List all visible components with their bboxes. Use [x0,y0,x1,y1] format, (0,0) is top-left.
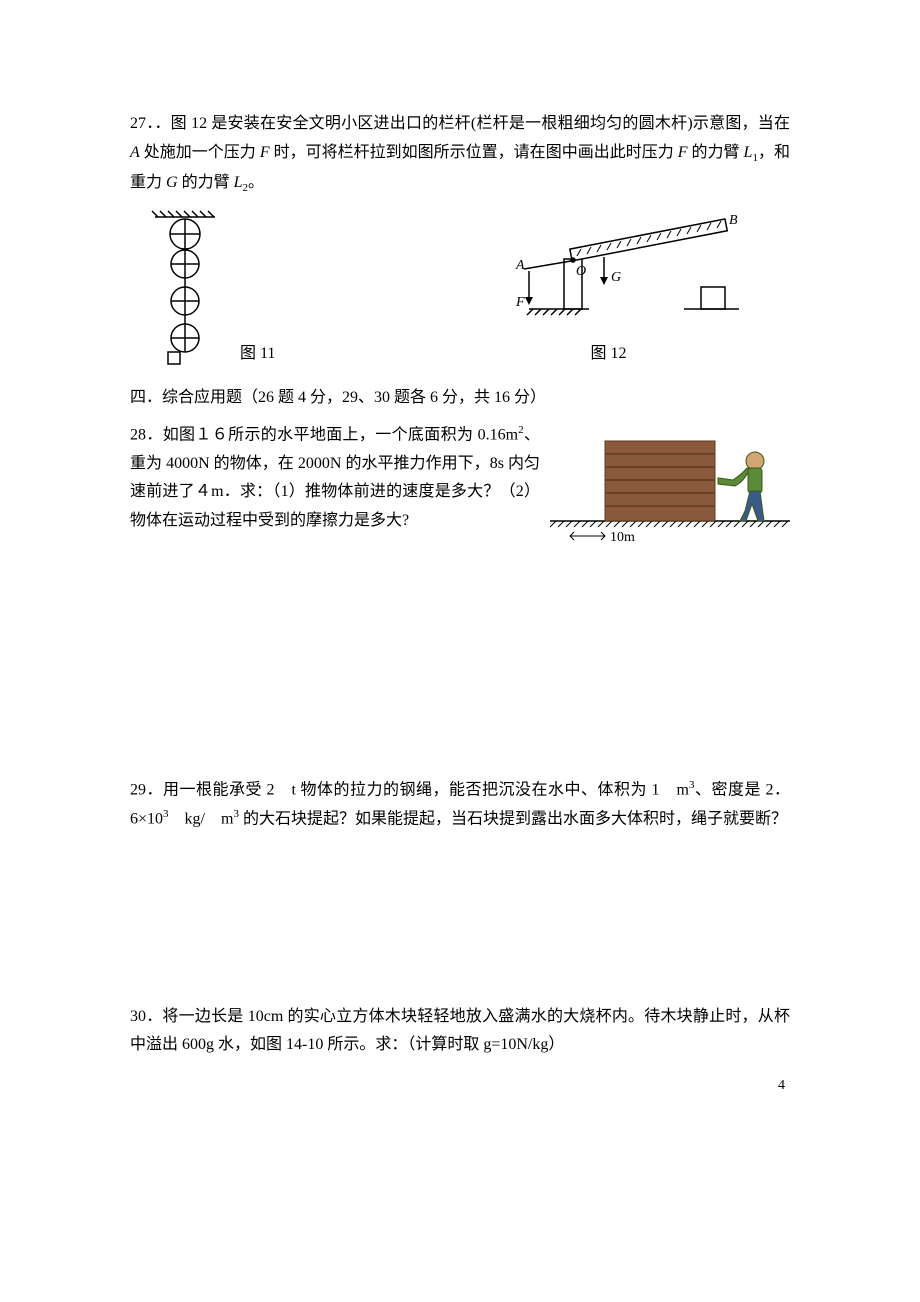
svg-text:A: A [515,258,525,273]
q29-text: 29．用一根能承受 2 t 物体的拉力的钢绳，能否把沉没在水中、体积为 1 m3… [130,776,790,834]
q27-label: 27． [130,115,154,132]
svg-text:G: G [611,270,621,285]
figure-12-svg: A B O G F [469,209,749,329]
q28-svg: 10m [550,426,790,546]
figure-11-caption: 图 11 [240,340,275,369]
figure-11-container: 图 11 [130,209,394,369]
figure-11-svg [130,209,240,369]
q30-text: 30．将一边长是 10cm 的实心立方体木块轻轻地放入盛满水的大烧杯内。待木块静… [130,1003,790,1061]
figure-12-container: A B O G F 图 12 [427,209,790,369]
section-4-title: 四．综合应用题（26 题 4 分，29、30 题各 6 分，共 16 分） [130,384,790,413]
q27-figures: 图 11 [130,209,790,369]
svg-text:F: F [515,295,525,310]
svg-text:10m: 10m [610,530,635,545]
svg-text:O: O [576,264,586,279]
q28-workspace [130,556,790,776]
q29-workspace [130,843,790,1003]
q28-figure: 10m [550,426,790,557]
q27-text: 27．．图 12 是安装在安全文明小区进出口的栏杆(栏杆是一根粗细均匀的圆木杆)… [130,110,790,199]
page-number: 4 [778,1073,785,1098]
figure-12-caption: 图 12 [427,340,790,369]
svg-text:B: B [729,213,738,228]
